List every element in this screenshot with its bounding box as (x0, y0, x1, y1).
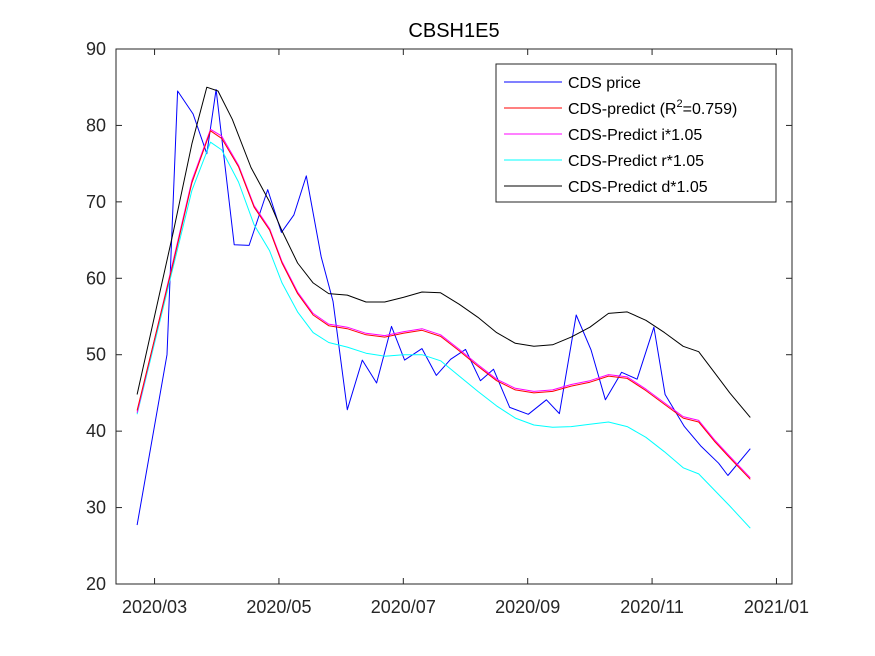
x-tick-label: 2020/07 (371, 597, 436, 617)
chart-title: CBSH1E5 (408, 20, 499, 42)
legend-label-3: CDS-Predict r*1.05 (568, 153, 704, 170)
x-tick-label: 2020/05 (246, 597, 311, 617)
legend-label-text: CDS-predict (R (568, 101, 676, 118)
legend-label-0: CDS price (568, 75, 641, 92)
x-tick-label: 2021/01 (744, 597, 809, 617)
legend-label-1: CDS-predict (R2=0.759) (568, 98, 737, 118)
legend-label-text: CDS-Predict r*1.05 (568, 153, 704, 170)
y-axis: 20 30 40 50 60 70 80 90 (86, 39, 792, 594)
x-tick-label: 2020/09 (495, 597, 560, 617)
legend-label-suffix: =0.759) (683, 101, 738, 118)
series-line-3 (136, 141, 751, 529)
legend-box (495, 63, 777, 203)
legend-label-4: CDS-Predict d*1.05 (568, 179, 708, 196)
x-tick-label: 2020/11 (620, 597, 684, 617)
y-tick-label: 40 (86, 421, 106, 441)
y-tick-label: 70 (86, 192, 106, 212)
series-line-0 (136, 89, 751, 526)
legend: CDS price CDS-predict (R2=0.759) CDS-Predi… (495, 63, 777, 203)
y-tick-label: 30 (86, 498, 106, 518)
legend-label-superscript: 2 (676, 98, 682, 110)
legend-label-text: CDS-Predict i*1.05 (568, 127, 702, 144)
x-axis: 2020/03 2020/05 2020/07 2020/09 2020/11 2021/… (122, 49, 809, 617)
y-tick-label: 60 (86, 268, 106, 288)
series-lines (136, 86, 751, 529)
series-line-4 (136, 86, 751, 418)
series-line-2 (136, 128, 751, 479)
series-line-1 (136, 130, 751, 480)
y-tick-label: 90 (86, 39, 106, 59)
y-tick-label: 80 (86, 115, 106, 135)
x-tick-label: 2020/03 (122, 597, 187, 617)
legend-label-text: CDS price (568, 75, 641, 92)
y-tick-label: 50 (86, 345, 106, 365)
y-tick-label: 20 (86, 574, 106, 594)
legend-label-text: CDS-Predict d*1.05 (568, 179, 708, 196)
legend-label-2: CDS-Predict i*1.05 (568, 127, 702, 144)
